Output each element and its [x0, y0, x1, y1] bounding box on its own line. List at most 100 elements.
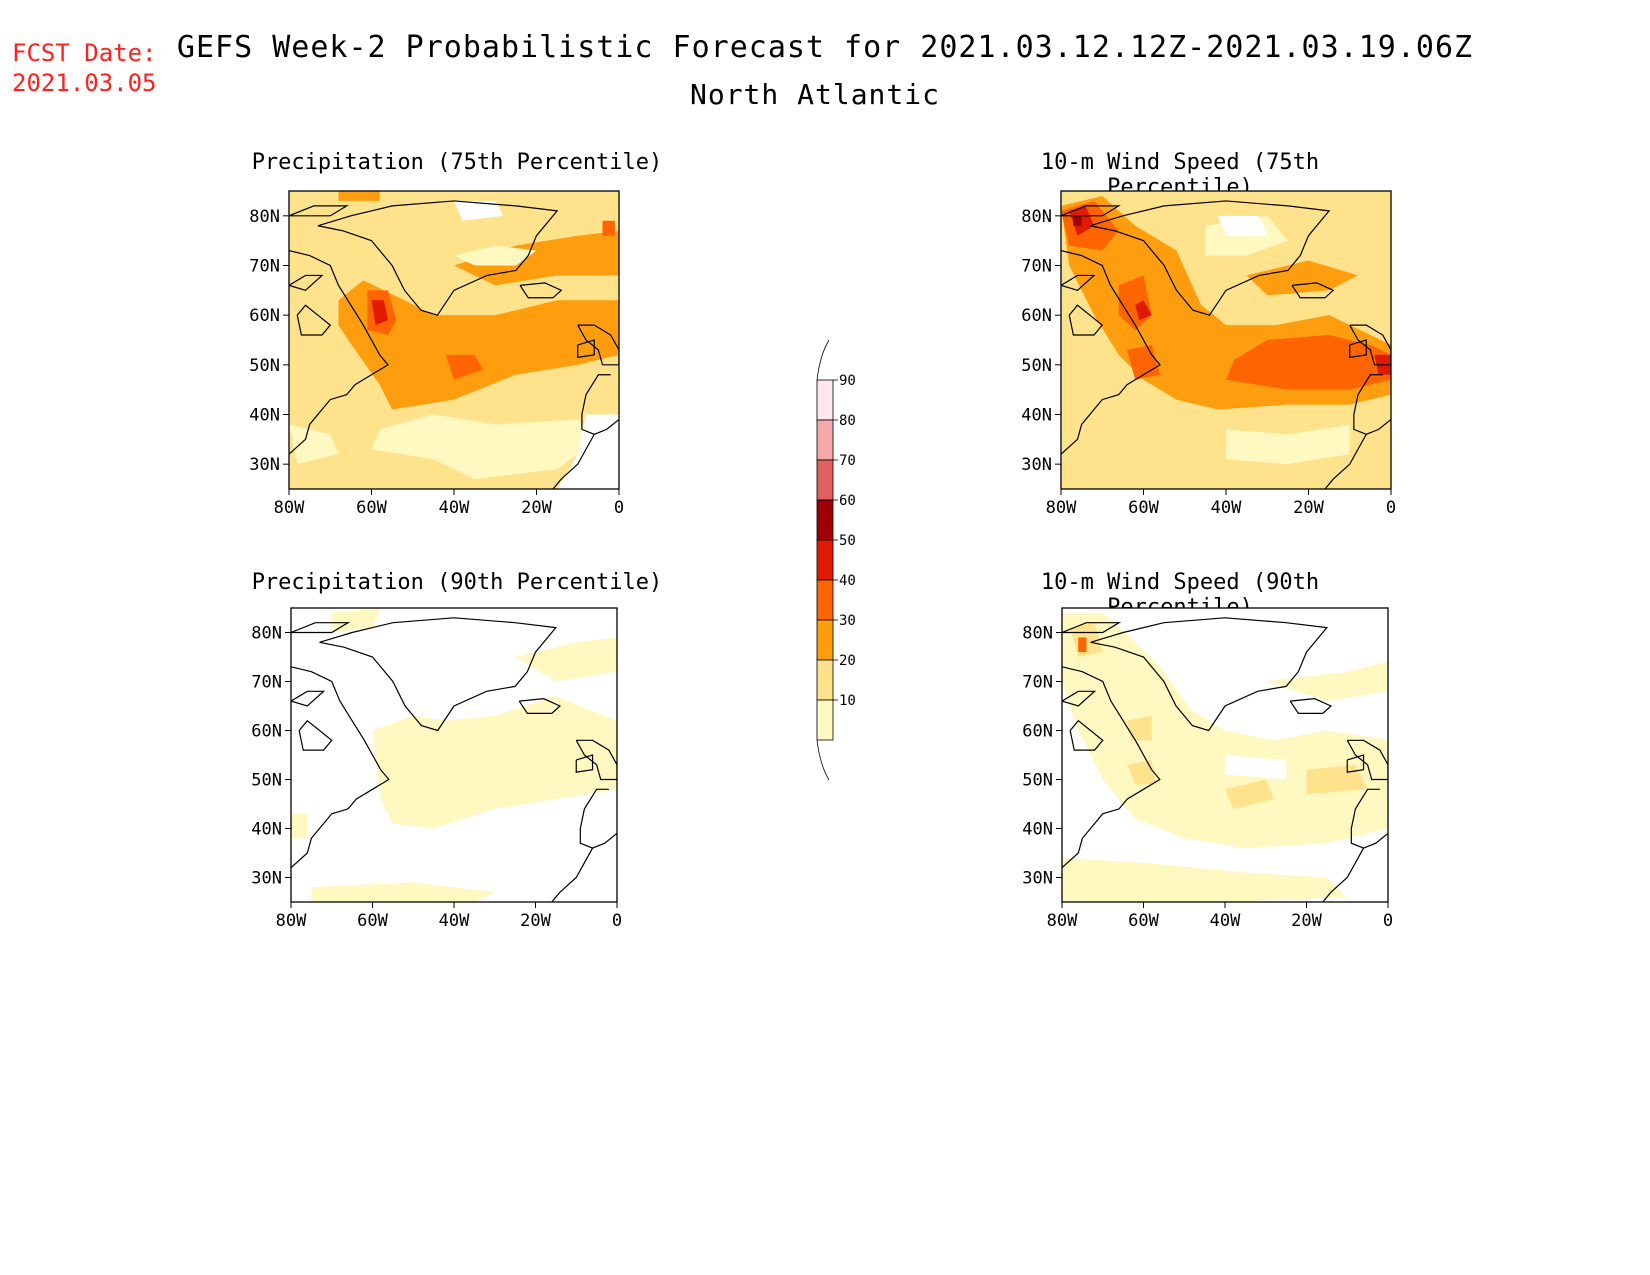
colorbar-swatch [816, 659, 834, 701]
colorbar-label: 90 [839, 373, 856, 389]
lat-tick-label: 60N [1022, 722, 1053, 742]
lat-tick-label: 50N [251, 771, 282, 791]
colorbar-label: 80 [839, 413, 856, 429]
lat-tick-label: 40N [249, 406, 280, 426]
contour-region [371, 300, 388, 326]
lon-tick-label: 80W [274, 498, 305, 518]
colorbar-swatch [816, 699, 834, 741]
lat-tick-label: 60N [251, 722, 282, 742]
coastline [317, 200, 559, 316]
colorbar-label: 40 [839, 573, 856, 589]
coastline [581, 374, 619, 436]
coastline [1289, 698, 1333, 714]
coastline [1350, 788, 1388, 849]
coastline [1346, 739, 1388, 781]
lat-tick-label: 80N [1021, 207, 1052, 227]
lon-tick-label: 40W [1210, 911, 1241, 931]
contour-region [1127, 715, 1152, 741]
lat-tick-label: 50N [1022, 771, 1053, 791]
forecast-date-caption: FCST Date: [12, 39, 157, 67]
region-subtitle: North Atlantic [689, 78, 940, 111]
lon-tick-label: 40W [1211, 498, 1242, 518]
lat-tick-label: 30N [1021, 455, 1052, 475]
lon-tick-label: 0 [1383, 911, 1393, 931]
colorbar-swatch [816, 499, 834, 541]
coastline [289, 250, 389, 455]
lon-tick-label: 80W [1047, 911, 1078, 931]
contour-region [1306, 764, 1368, 795]
lat-tick-label: 50N [249, 356, 280, 376]
coastline [289, 205, 349, 217]
lon-tick-label: 60W [356, 498, 387, 518]
coastline [1349, 339, 1367, 359]
panel-title-wind-75: 10-m Wind Speed (75th Percentile) [1040, 150, 1320, 200]
map-panel-wind-75: 80N 70N 60N 50N 40N 30N 80W 60W 40W 20W 0 [1021, 190, 1396, 518]
lon-tick-label: 20W [1293, 498, 1324, 518]
lon-tick-label: 40W [439, 911, 470, 931]
contour-region [371, 414, 599, 480]
map-panel-precip-75: 80N 70N 60N 50N 40N 30N 80W 60W 40W 20W 0 [249, 190, 624, 518]
coastline [298, 719, 333, 751]
colorbar: 90 80 70 60 50 40 30 20 10 [816, 339, 856, 781]
lon-tick-label: 20W [520, 911, 551, 931]
contour-region [1062, 857, 1348, 902]
map-panel-precip-90: 80N 70N 60N 50N 40N 30N 80W 60W 40W 20W 0 [251, 607, 622, 931]
contour-region [445, 354, 483, 380]
coastline [1068, 304, 1104, 336]
lat-tick-label: 70N [1021, 257, 1052, 277]
contour-region [289, 424, 339, 465]
lon-tick-label: 20W [521, 498, 552, 518]
lon-tick-label: 80W [1046, 498, 1077, 518]
lat-tick-label: 70N [249, 257, 280, 277]
lon-tick-label: 0 [612, 911, 622, 931]
coastline [1349, 324, 1391, 366]
coastline [575, 739, 617, 781]
coastline [519, 282, 563, 299]
contour-region [1265, 661, 1388, 702]
coastline [1069, 719, 1104, 751]
coastline [1322, 847, 1365, 902]
contour-region [454, 230, 619, 286]
colorbar-swatch [816, 459, 834, 501]
contour-region [1226, 424, 1350, 465]
coastline [552, 434, 595, 489]
coastline [1324, 434, 1367, 489]
colorbar-swatch [816, 539, 834, 581]
contour-region [454, 245, 537, 266]
coastline [291, 666, 390, 869]
colorbar-top-cap [816, 339, 830, 381]
coastline [1291, 282, 1335, 299]
lat-tick-label: 40N [1021, 406, 1052, 426]
contour-region [311, 882, 495, 902]
lon-tick-label: 40W [439, 498, 470, 518]
contour-region-below-10 [557, 414, 619, 489]
lon-tick-label: 0 [614, 498, 624, 518]
lat-tick-label: 60N [1021, 306, 1052, 326]
lon-tick-label: 80W [276, 911, 307, 931]
lat-tick-label: 30N [249, 455, 280, 475]
colorbar-swatch [816, 419, 834, 461]
page-title: GEFS Week-2 Probabilistic Forecast for 2… [176, 30, 1474, 65]
map-panel-wind-90: 80N 70N 60N 50N 40N 30N 80W 60W 40W 20W 0 [1022, 607, 1393, 931]
contour-region-below-10 [1225, 755, 1287, 780]
panel-title-precip-75: Precipitation (75th Percentile) [251, 150, 663, 175]
colorbar-label: 50 [839, 533, 856, 549]
coastline [579, 788, 617, 849]
colorbar-swatch [816, 619, 834, 661]
lon-tick-label: 20W [1291, 911, 1322, 931]
lat-tick-label: 30N [1022, 869, 1053, 889]
lat-tick-label: 70N [251, 673, 282, 693]
coastline [319, 617, 558, 732]
lon-tick-label: 60W [1128, 911, 1159, 931]
contour-region [338, 191, 380, 201]
colorbar-label: 10 [839, 693, 856, 709]
coastline [1061, 205, 1121, 217]
lon-tick-label: 60W [357, 911, 388, 931]
coastline [575, 754, 594, 773]
colorbar-label: 60 [839, 493, 856, 509]
lat-tick-label: 80N [1022, 624, 1053, 644]
coastline [291, 690, 326, 707]
contour-region [331, 608, 381, 633]
lat-tick-label: 30N [251, 869, 282, 889]
lat-tick-label: 80N [251, 624, 282, 644]
